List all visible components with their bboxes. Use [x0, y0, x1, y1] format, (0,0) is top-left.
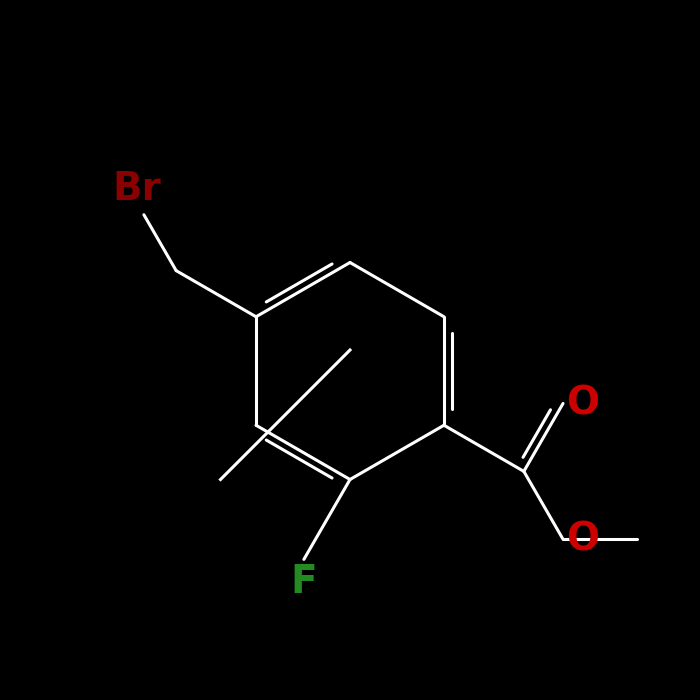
- Text: O: O: [566, 520, 599, 559]
- Text: Br: Br: [113, 169, 161, 208]
- Text: F: F: [290, 563, 317, 601]
- Text: O: O: [566, 384, 599, 423]
